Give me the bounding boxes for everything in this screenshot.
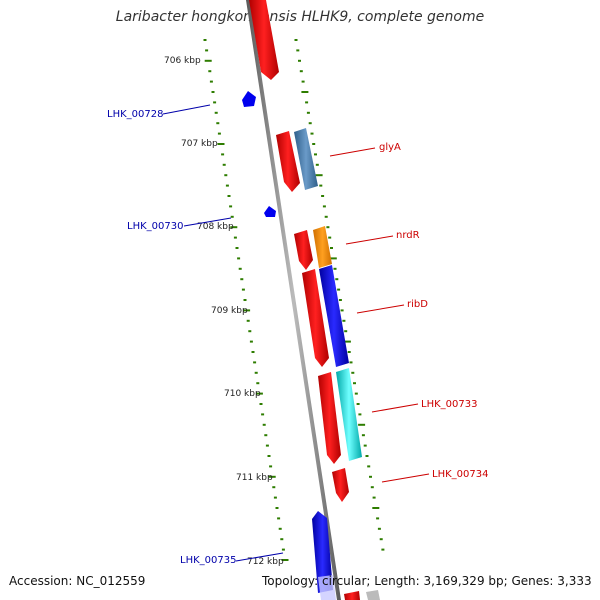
cds-arrow (294, 230, 313, 270)
label-leader (356, 304, 405, 314)
gene-label-LHK_00733[interactable]: LHK_00733 (421, 399, 477, 410)
tick-marks-inner (203, 39, 289, 561)
cds-arrow (276, 131, 300, 192)
tick-label: 709 kbp (211, 306, 248, 316)
cds-arrow (344, 591, 360, 600)
topology-text: Topology: circular; Length: 3,169,329 bp… (262, 574, 592, 588)
label-leader (162, 104, 211, 115)
label-leader (235, 552, 284, 562)
tick-label: 712 kbp (247, 557, 284, 567)
tick-label: 710 kbp (224, 389, 261, 399)
gene-label-LHK_00734[interactable]: LHK_00734 (432, 469, 488, 480)
map-title: Laribacter hongkongensis HLHK9, complete… (115, 9, 485, 25)
gene-label-LHK_00728[interactable]: LHK_00728 (107, 109, 163, 120)
reverse-cds-arrow (264, 206, 276, 217)
tick-label: 706 kbp (164, 56, 201, 66)
cds-arrow (249, 0, 279, 80)
gene-label-ribD[interactable]: ribD (407, 299, 428, 310)
tick-label: 707 kbp (181, 139, 218, 149)
tick-marks-outer (294, 39, 385, 551)
cds-arrow (318, 372, 341, 464)
cds-arrow (332, 468, 349, 502)
nrdR-feature (313, 226, 332, 268)
gene-label-glyA[interactable]: glyA (379, 142, 401, 153)
label-leader (371, 403, 419, 413)
gene-label-nrdR[interactable]: nrdR (396, 230, 420, 241)
backbone (246, 0, 341, 600)
outer-grey-stub (366, 590, 380, 600)
label-leader (183, 217, 232, 227)
label-leader (329, 147, 376, 157)
reverse-cds-arrow (242, 91, 256, 107)
tick-label: 708 kbp (197, 222, 234, 232)
tick-label: 711 kbp (236, 473, 273, 483)
cds-arrow (302, 269, 329, 367)
label-leader (381, 473, 430, 483)
glyA-feature (294, 128, 318, 190)
backbone-lower-shade (318, 575, 336, 600)
LHK_00733-feature (336, 368, 362, 461)
ribD-feature (319, 265, 349, 367)
reverse-cds-arrow (312, 511, 333, 593)
gene-label-LHK_00730[interactable]: LHK_00730 (127, 221, 183, 232)
accession-text: Accession: NC_012559 (9, 574, 146, 588)
label-leader (345, 235, 394, 245)
gene-label-LHK_00735[interactable]: LHK_00735 (180, 555, 236, 566)
